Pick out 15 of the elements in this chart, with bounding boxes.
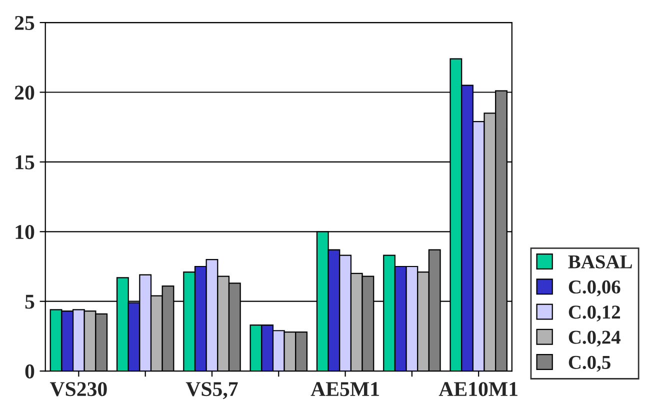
y-tick-label: 0 bbox=[25, 364, 34, 378]
x-tick-label: VS230 bbox=[50, 382, 107, 396]
x-tick-label: VS5,7 bbox=[186, 382, 238, 400]
x-tick-label: AE10M1 bbox=[438, 382, 518, 396]
y-tick-label: 5 bbox=[25, 294, 34, 309]
y-tick-label: 10 bbox=[16, 225, 34, 240]
y-tick-label: 25 bbox=[14, 16, 34, 30]
legend-label: C.0,12 bbox=[568, 306, 620, 322]
legend-label: C.0,5 bbox=[568, 356, 610, 372]
legend-label: BASAL bbox=[568, 255, 632, 268]
legend-label: C.0,06 bbox=[568, 280, 620, 296]
legend-label: C.0,24 bbox=[568, 330, 620, 347]
x-tick-label: AE5M1 bbox=[310, 382, 379, 396]
y-tick-label: 15 bbox=[16, 155, 34, 170]
y-tick-label: 20 bbox=[14, 86, 34, 100]
